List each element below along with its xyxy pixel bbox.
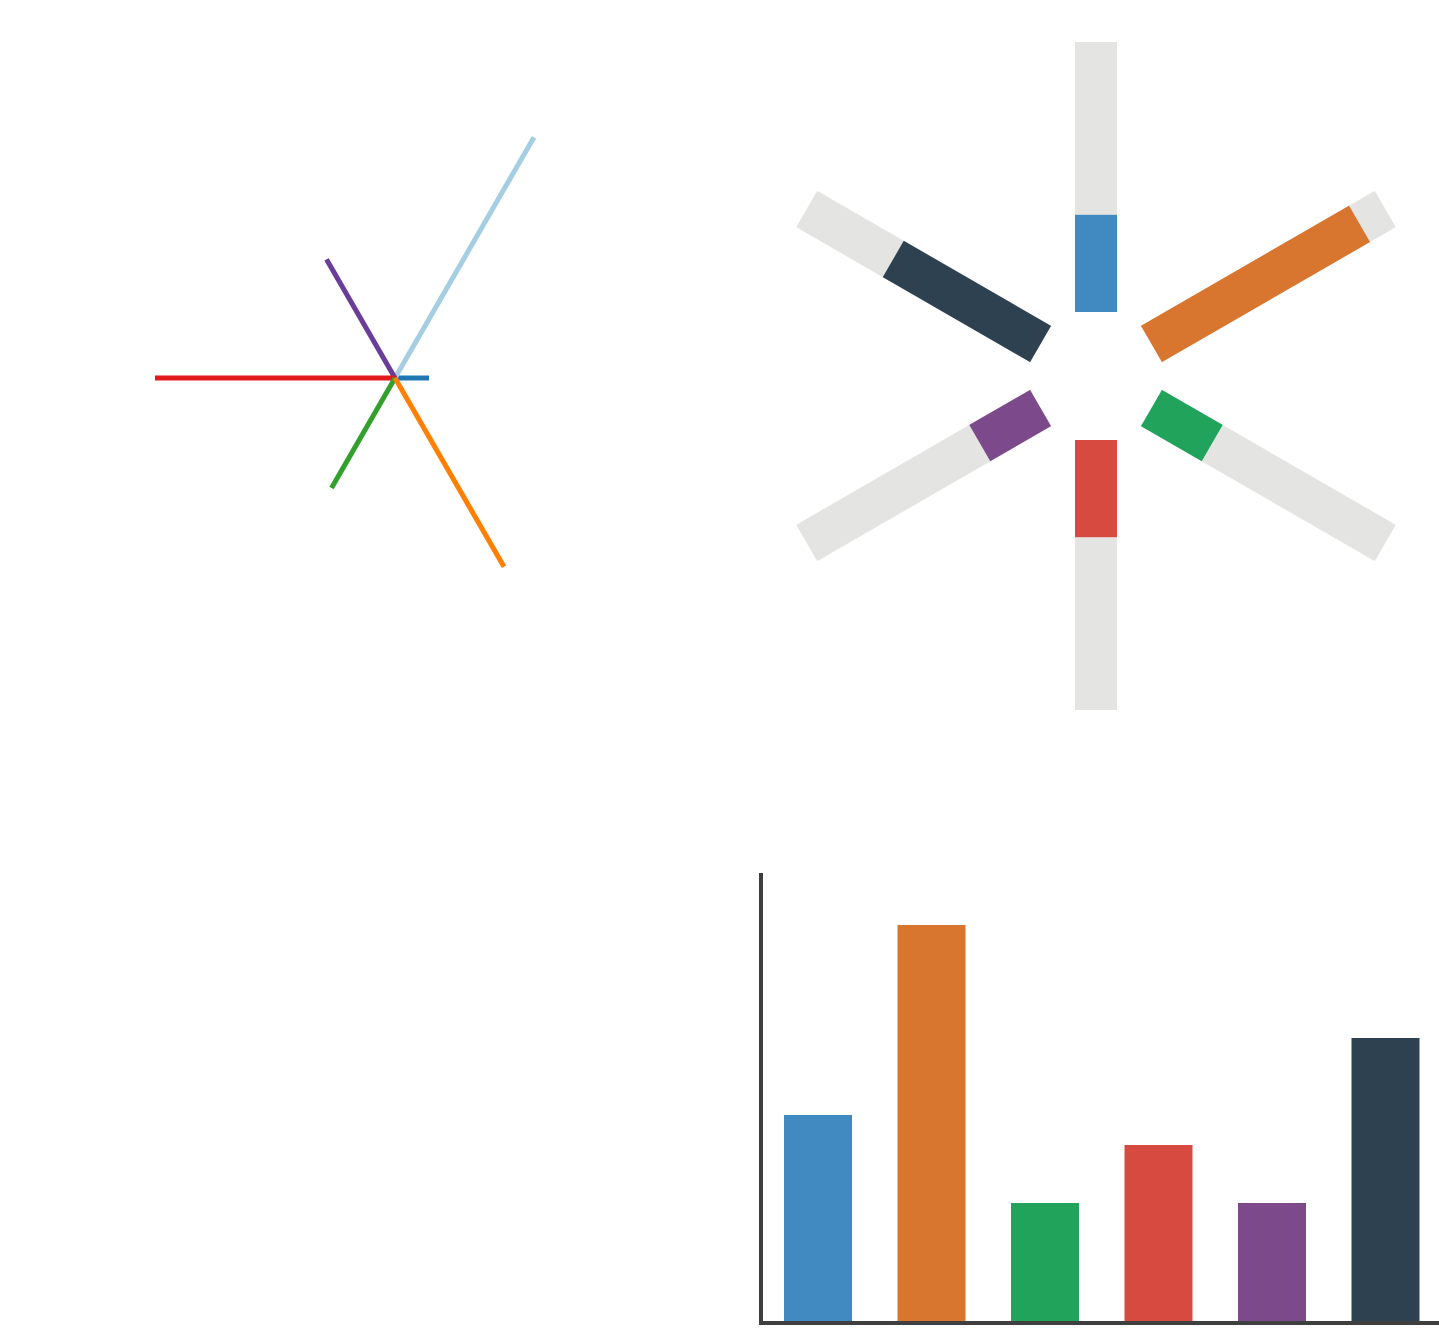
bar-2 (897, 925, 966, 1323)
bar-1 (784, 1115, 852, 1323)
radial-bar-up (1075, 214, 1117, 312)
radial-spoke-down (1075, 440, 1117, 710)
radial-spoke-upper-left (796, 190, 1052, 363)
radial-bar-lower-left (969, 389, 1052, 462)
radial-bar-upper-right (1140, 205, 1371, 363)
radial-bar-lower-right (1140, 389, 1223, 462)
radial-bar-down (1075, 440, 1117, 538)
bar-3 (1011, 1203, 1079, 1323)
star-line-lower-right (392, 376, 507, 569)
radial-spoke-lower-right (1140, 389, 1396, 562)
radial-spoke-lower-left (796, 389, 1052, 562)
bar-4 (1124, 1145, 1193, 1323)
star-line-lower-left (329, 376, 398, 490)
bar-chart (759, 873, 1439, 1325)
radial-bar-upper-left (882, 240, 1052, 363)
bar-5 (1238, 1203, 1306, 1323)
star-line-upper-right (392, 135, 537, 380)
radial-spoke-upper-right (1140, 190, 1396, 363)
radial-spoke-up (1075, 42, 1117, 312)
star-line-upper-left (324, 258, 398, 380)
radial-bar-chart (796, 42, 1396, 710)
star-chart (155, 135, 537, 569)
bar-6 (1351, 1038, 1420, 1323)
